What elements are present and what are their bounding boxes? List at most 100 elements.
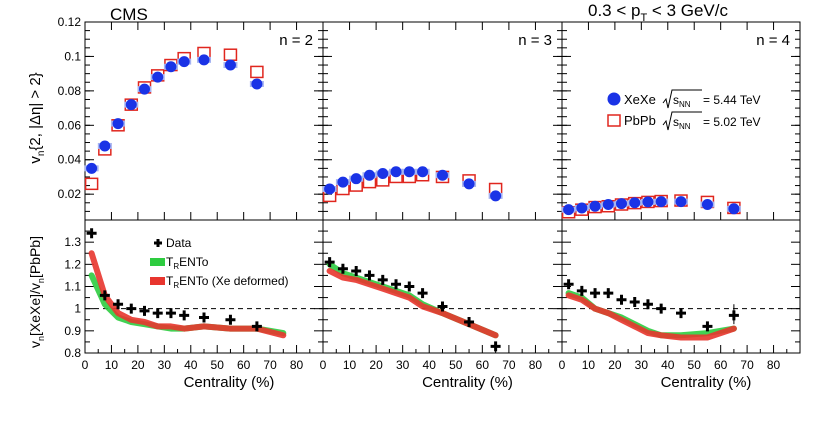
xexe-point [701,199,713,211]
bottom-y-tick-label: 0.9 [64,324,81,338]
x-tick-label: 10 [582,358,596,372]
x-tick-label: 0 [320,358,327,372]
data-point [417,288,428,299]
legend-xexe-marker [607,92,621,106]
top-panel-frame [322,21,563,221]
xexe-point [655,196,667,208]
data-point [603,288,614,299]
xexe-point [165,61,177,73]
xexe-point [589,200,601,212]
xexe-point [629,197,641,209]
top-panel-frame [561,21,801,221]
x-tick-label: 0 [82,358,89,372]
bottom-y-tick-label: 1.3 [64,235,81,249]
data-point [139,305,150,316]
data-point [404,281,415,292]
bottom-y-tick-label: 1 [74,302,81,316]
x-tick-label: 40 [423,358,437,372]
xexe-point [112,118,124,130]
xexe-point [390,166,402,178]
top-y-tick-label: 0.06 [58,118,82,132]
top-y-tick-label: 0.1 [64,49,81,63]
legend-pbpb-sqrt-sign [662,111,702,131]
experiment-label: CMS [110,5,148,24]
data-point [437,301,448,312]
data-point [391,279,402,290]
xexe-point [463,178,475,190]
x-tick-label: 60 [476,358,490,372]
data-point [337,263,348,274]
data-point [563,279,574,290]
x-tick-label: 80 [529,358,543,372]
x-tick-label: 10 [343,358,357,372]
data-point [590,288,601,299]
bottom-y-tick-label: 1.2 [64,257,81,271]
harmonic-label: n = 2 [279,32,313,49]
x-tick-label: 80 [767,358,781,372]
data-point [656,303,667,314]
harmonic-label: n = 3 [518,32,552,49]
pbpb-point [84,177,99,191]
data-point [377,274,388,285]
trento-deformed-band [565,292,737,341]
top-y-axis-label: vn{2, |Δη| > 2} [27,72,47,163]
data-point [642,299,653,310]
xexe-point [675,196,687,208]
xexe-point [224,59,236,71]
x-tick-label: 70 [263,358,277,372]
xexe-point [377,168,389,180]
bottom-y-tick-label: 0.8 [64,346,81,360]
top-legend: XeXe sNN = 5.44 TeV PbPb sNN = 5.02 TeV [607,89,761,131]
x-tick-label: 40 [184,358,198,372]
xexe-point [198,54,210,66]
data-point [364,270,375,281]
bottom-y-tick-label: 1.1 [64,280,81,294]
data-point [616,294,627,305]
x-tick-label: 10 [105,358,119,372]
top-y-tick-label: 0.08 [58,84,82,98]
pbpb-point [223,48,238,61]
xexe-point [337,176,349,188]
legend-data-label: Data [166,236,192,250]
x-tick-label: 30 [396,358,410,372]
plot-area: 0.02 0.04 0.06 0.08 0.1 0.12 n = 2 n = 3 n = 4 0.… [58,15,801,391]
x-tick-label: 20 [369,358,383,372]
data-point [165,308,176,319]
xexe-point [576,202,588,214]
xexe-point [728,203,740,215]
xexe-point [490,190,502,202]
xexe-point [602,199,614,211]
legend-pbpb-energy: = 5.02 TeV [703,115,761,129]
xexe-point [324,183,336,195]
legend-xexe-label: XeXe [624,92,656,107]
legend-pbpb-label: PbPb [624,113,656,128]
harmonic-label: n = 4 [756,32,790,49]
x-axis-label: Centrality (%) [184,374,275,391]
bottom-legend: Data TRENTo TRENTo (Xe deformed) [150,236,289,290]
legend-data-marker [154,239,162,247]
trento-deformed-band [88,250,287,339]
data-point [225,314,236,325]
data-point [179,310,190,321]
x-tick-label: 70 [740,358,754,372]
data-point [251,321,262,332]
data-point [324,257,335,268]
x-tick-label: 30 [158,358,172,372]
x-tick-label: 50 [688,358,702,372]
x-tick-label: 60 [714,358,728,372]
legend-xexe-sqrt: sNN [673,93,691,109]
bottom-panel-frame [322,219,563,354]
xexe-point [86,162,98,174]
top-y-tick-label: 0.04 [58,153,82,167]
top-y-tick-label: 0.12 [58,15,82,29]
xexe-point [139,83,150,95]
legend-pbpb-sqrt: sNN [673,115,691,131]
legend-trento-deformed-swatch [150,277,165,285]
xexe-point [403,166,415,178]
data-point [464,316,475,327]
data-point [126,303,137,314]
xexe-point [152,71,164,83]
x-tick-label: 70 [502,358,516,372]
bottom-y-axis-label: vn[XeXe]/vn[PbPb] [27,236,46,348]
